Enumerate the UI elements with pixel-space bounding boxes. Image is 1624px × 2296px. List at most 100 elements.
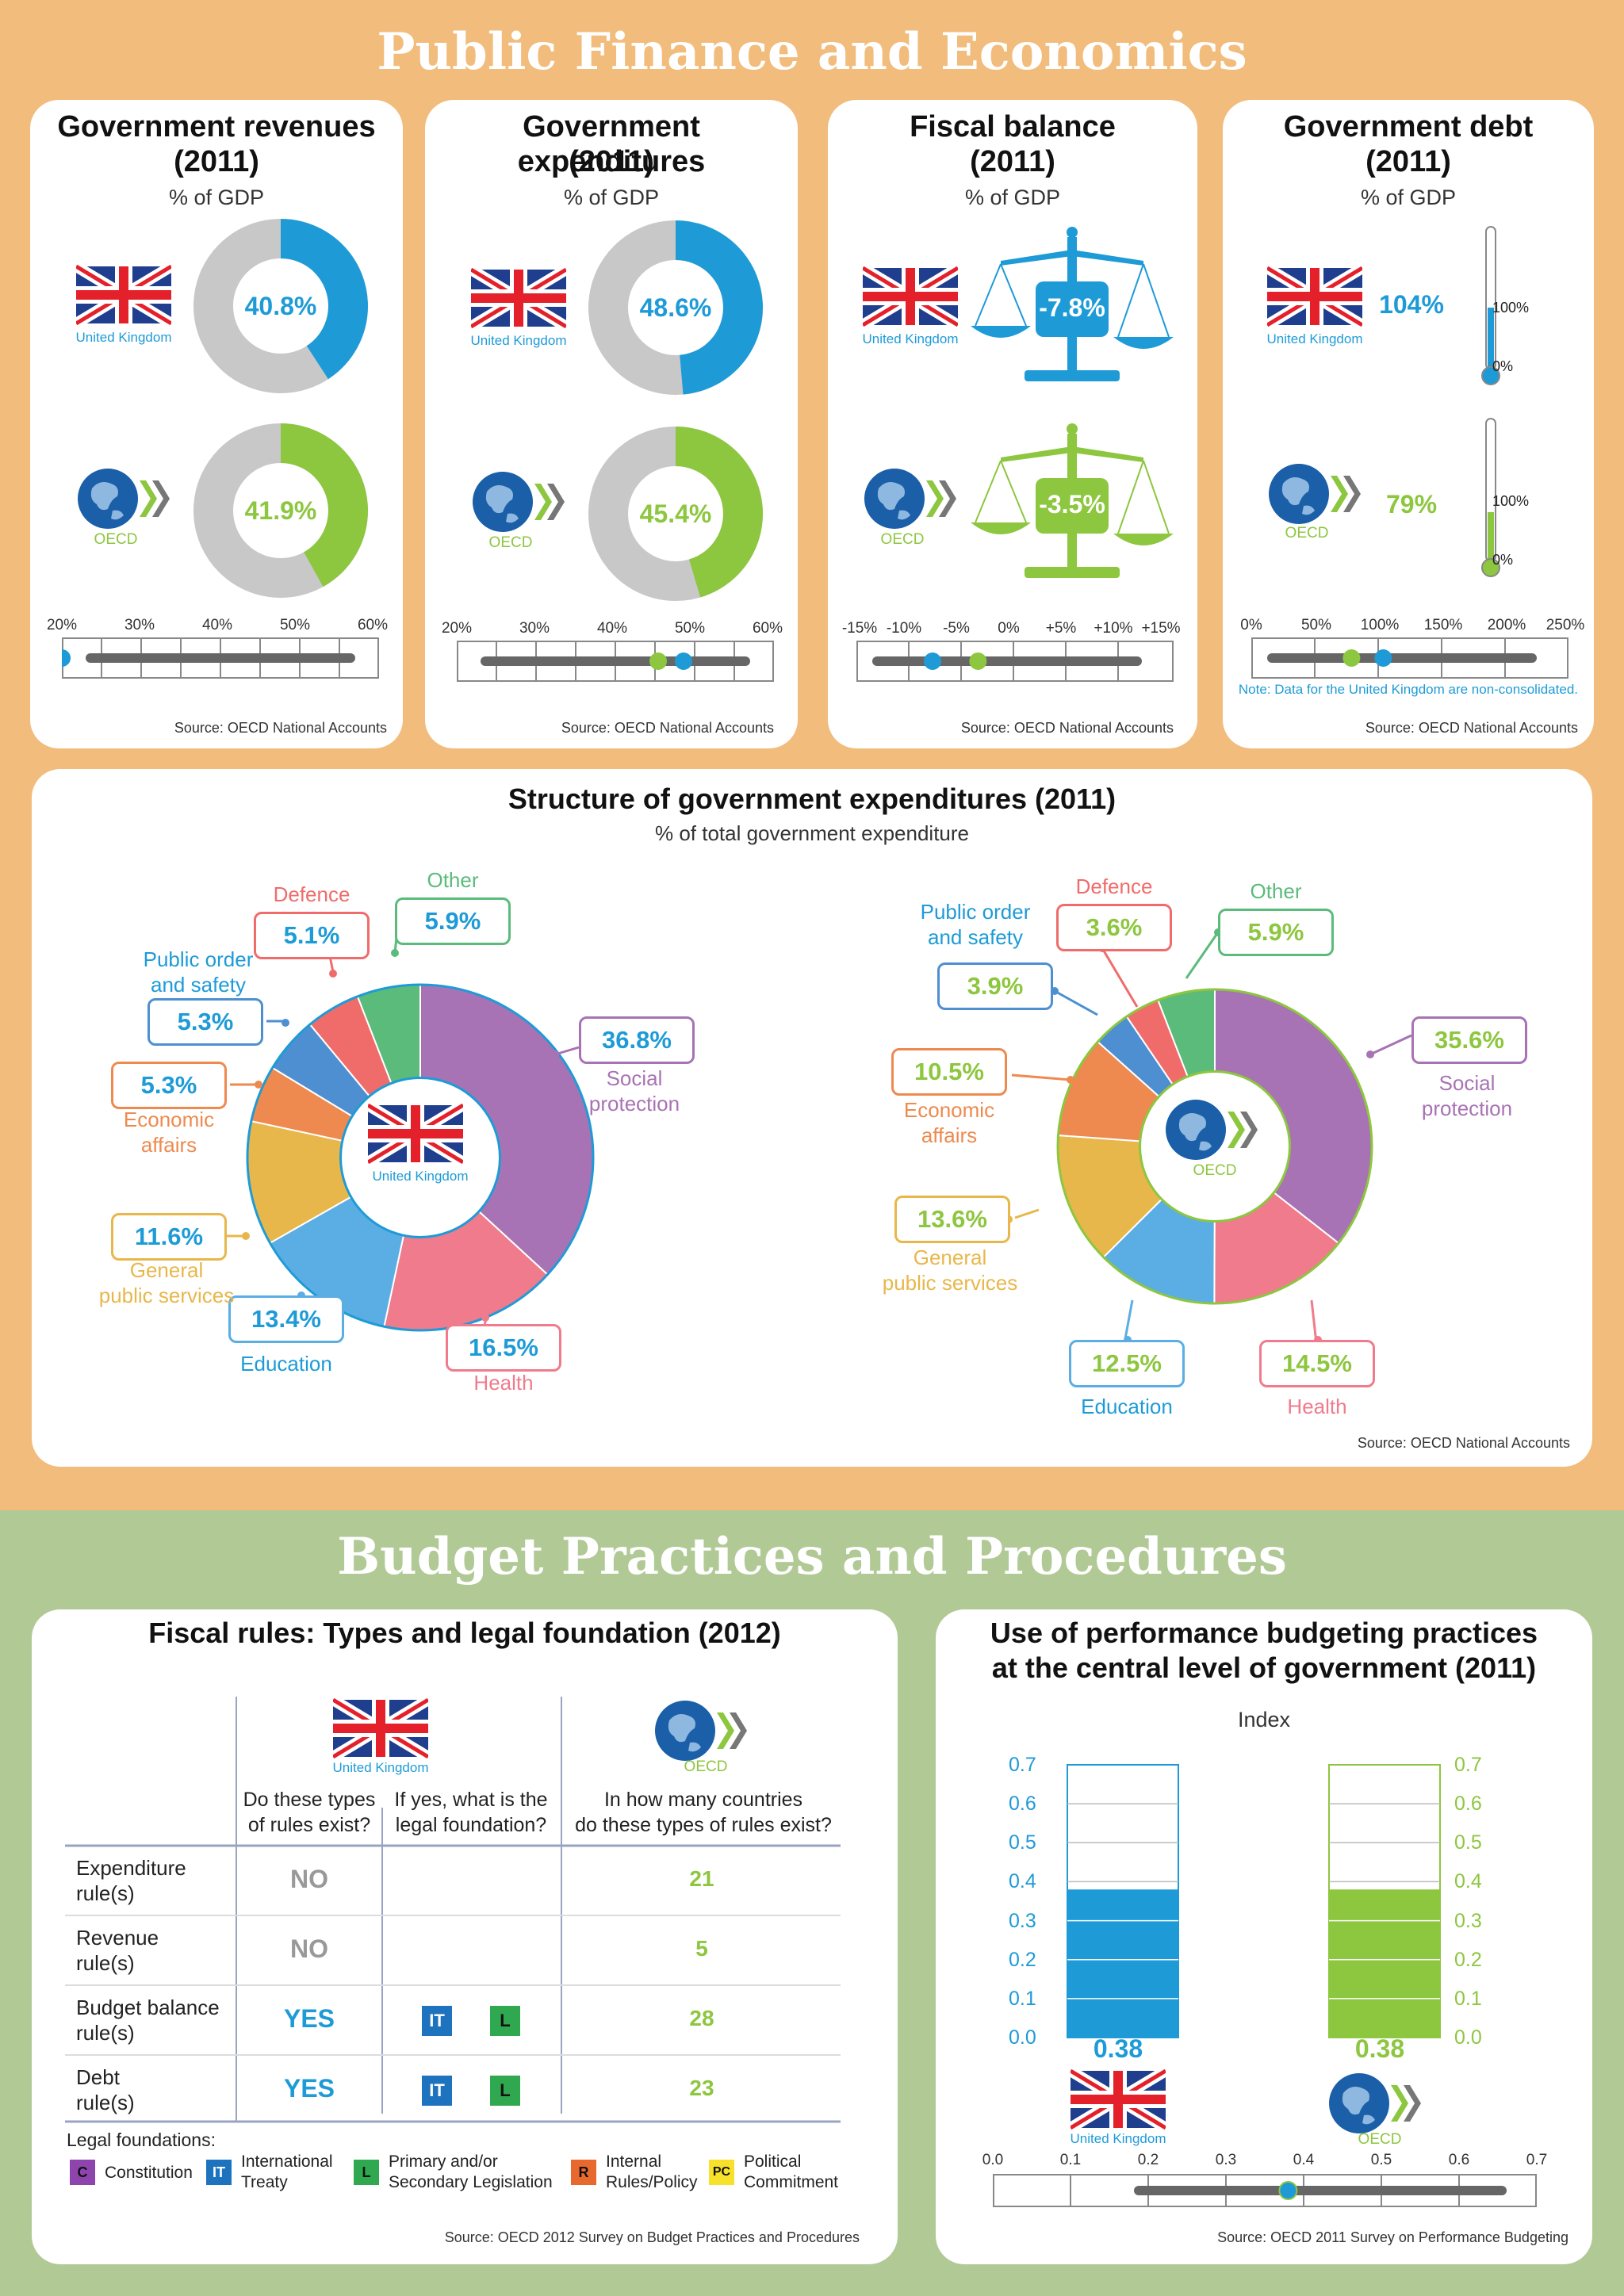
fiscal-balance-card: Fiscal balance (2011) % of GDP United Ki… (828, 100, 1197, 748)
fiscal-rules-source: Source: OECD 2012 Survey on Budget Pract… (444, 2229, 860, 2245)
oecd-general-box: 13.6% (894, 1196, 1010, 1243)
uk-public-box: 5.3% (147, 998, 263, 1046)
y-tick-label: 0.7 (1454, 1754, 1482, 1776)
y-tick-label: 0.2 (1009, 1948, 1036, 1971)
index-scale-bar (993, 2174, 1537, 2207)
axis-tick: -5% (943, 620, 970, 637)
oecd-revenue-value: 41.9% (244, 496, 317, 525)
oecd-defence-label: Defence (1075, 874, 1153, 898)
legend-constitution: Constitution (105, 2164, 193, 2182)
legend-badge-rules: R (571, 2160, 596, 2185)
fiscal-rules-card: Fiscal rules: Types and legal foundation… (32, 1609, 898, 2264)
uk-label: United Kingdom (372, 1169, 469, 1184)
y-tick-label: 0.2 (1454, 1948, 1482, 1971)
oecd-balance-value: -3.5% (1039, 490, 1105, 519)
uk-revenue-donut (193, 219, 368, 393)
debt-year: (2011) (1365, 145, 1451, 178)
fiscal-balance-unit: % of GDP (964, 186, 1061, 209)
exists-value: NO (290, 1865, 328, 1893)
general-line2: public services (98, 1284, 235, 1307)
col3-header: In how many countries do these types of r… (565, 1787, 842, 1838)
debt-source: Source: OECD National Accounts (1365, 720, 1578, 736)
fiscal-rules-title: Fiscal rules: Types and legal foundation… (148, 1617, 781, 1649)
pie-outline (246, 983, 595, 1332)
performance-bars (1067, 1764, 1441, 2038)
legend-line: Treaty (241, 2173, 288, 2191)
expenditures-unit: % of GDP (563, 186, 660, 209)
axis-tick: +15% (1141, 620, 1181, 637)
uk-public-label: Public order and safety (119, 947, 278, 997)
legend-title: Legal foundations: (67, 2130, 216, 2150)
x-tick-label: 0.3 (1215, 2152, 1237, 2168)
country-count: 23 (689, 2076, 714, 2100)
oecd-label: OECD (1193, 1162, 1237, 1179)
legend-line: International (241, 2152, 333, 2171)
uk-general-label: General public services (87, 1257, 246, 1308)
social-line1: Social (1438, 1071, 1496, 1095)
oecd-globe-icon (653, 1697, 756, 1765)
public-line1: Public order (143, 947, 254, 971)
uk-label: United Kingdom (332, 1760, 429, 1775)
x-tick-label: 0.2 (1137, 2152, 1159, 2168)
oecd-label: OECD (880, 531, 925, 548)
revenues-card: Government revenues (2011) % of GDP Unit… (30, 100, 403, 748)
oecd-globe-icon (1327, 2069, 1431, 2137)
axis-tick: +5% (1045, 620, 1077, 637)
pie-outline (1056, 988, 1373, 1305)
uk-social-box: 36.8% (579, 1016, 695, 1064)
fiscal-rules-grid (65, 1697, 841, 2123)
social-line2: protection (588, 1092, 680, 1115)
uk-debt-thermometer (1481, 226, 1500, 385)
donut-arc (588, 220, 763, 395)
expenditures-year: (2011) (569, 145, 654, 178)
legend-line: Rules/Policy (606, 2173, 698, 2191)
donut-arc (588, 427, 763, 601)
row-label: Revenue rule(s) (76, 1925, 159, 1976)
oecd-public-label: Public order and safety (888, 899, 1063, 950)
col1-header: Do these types of rules exist? (239, 1787, 379, 1838)
social-line2: protection (1421, 1096, 1513, 1120)
row-label: Budget balance rule(s) (76, 1995, 220, 2045)
axis-tick: 50% (279, 617, 311, 633)
uk-other-box: 5.9% (395, 897, 511, 945)
oecd-marker (1342, 649, 1361, 667)
debt-note: Note: Data for the United Kingdom are no… (1238, 682, 1578, 697)
expenditures-source: Source: OECD National Accounts (561, 720, 774, 736)
uk-flag-icon (76, 265, 171, 325)
exists-value: YES (283, 2004, 335, 2033)
legend-line: Political (744, 2152, 802, 2171)
uk-flag-icon (333, 1697, 428, 1760)
row-name2: rule(s) (76, 2091, 135, 2114)
axis-tick: 50% (1300, 617, 1332, 633)
donut-arc (193, 219, 368, 393)
uk-flag-icon (471, 268, 566, 328)
uk-expenditure-value: 48.6% (639, 293, 712, 322)
axis-tick: 40% (596, 620, 628, 637)
x-tick-label: 0.6 (1448, 2152, 1470, 2168)
uk-marker (924, 652, 941, 670)
oecd-globe-icon (76, 465, 179, 533)
oecd-revenue-donut (193, 423, 368, 598)
country-count: 28 (689, 2006, 714, 2030)
axis-tick: -10% (886, 620, 922, 637)
legend-badge-legislation: L (354, 2160, 379, 2185)
banner-budget-practices: Budget Practices and Procedures (337, 1527, 1287, 1586)
col2-header: If yes, what is the legal foundation? (384, 1787, 558, 1838)
row-name2: rule(s) (76, 2021, 135, 2045)
x-tick-label: 0.1 (1059, 2152, 1082, 2168)
y-tick-label: 0.1 (1454, 1987, 1482, 2010)
fiscal-balance-source: Source: OECD National Accounts (960, 720, 1174, 736)
uk-revenue-value: 40.8% (244, 292, 317, 320)
legend-commitment: Political Commitment (744, 2152, 838, 2193)
performance-unit: Index (1237, 1708, 1291, 1732)
revenues-source: Source: OECD National Accounts (174, 720, 387, 736)
exists-value: NO (290, 1934, 328, 1963)
legend-badge-treaty: IT (206, 2160, 232, 2185)
oecd-education-box: 12.5% (1069, 1340, 1185, 1387)
uk-therm-bottom-label: 0% (1492, 358, 1514, 374)
therm-fill (1488, 308, 1494, 368)
general-line1: General (913, 1246, 987, 1269)
performance-source: Source: OECD 2011 Survey on Performance … (1217, 2229, 1568, 2245)
revenue-scale (62, 637, 379, 679)
uk-education-label: Education (240, 1352, 332, 1376)
